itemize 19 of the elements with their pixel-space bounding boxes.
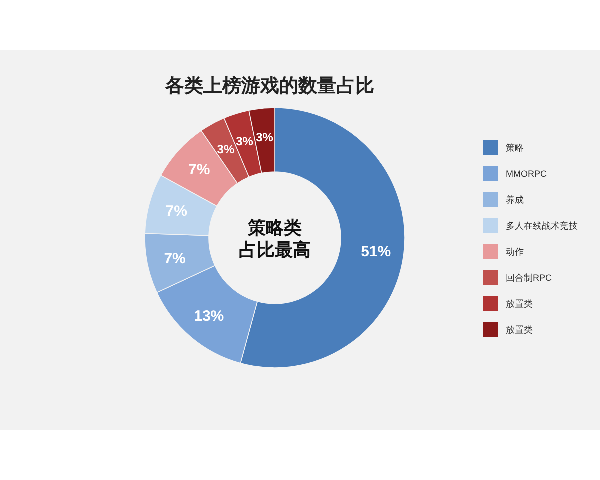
legend-label: 放置类 [506,325,533,335]
data-label: 13% [194,308,224,325]
data-label: 3% [217,142,235,157]
legend-label: 多人在线战术竞技 [506,221,578,231]
legend-label: 养成 [506,195,524,205]
text: 策略类 [247,218,302,238]
data-label: 7% [166,203,188,220]
chart-title: 各类上榜游戏的数量占比 [164,75,374,97]
data-label: 7% [188,162,210,179]
legend-label: 回合制RPC [506,273,552,283]
legend-label: MMORPC [506,169,548,179]
legend-label: 动作 [506,247,524,257]
legend-label: 策略 [506,143,524,153]
data-label: 7% [164,250,186,268]
text: 占比最高 [239,240,311,260]
data-label: 51% [361,244,392,261]
data-label: 3% [236,134,254,149]
legend-label: 放置类 [506,299,533,309]
data-label: 3% [256,130,274,145]
